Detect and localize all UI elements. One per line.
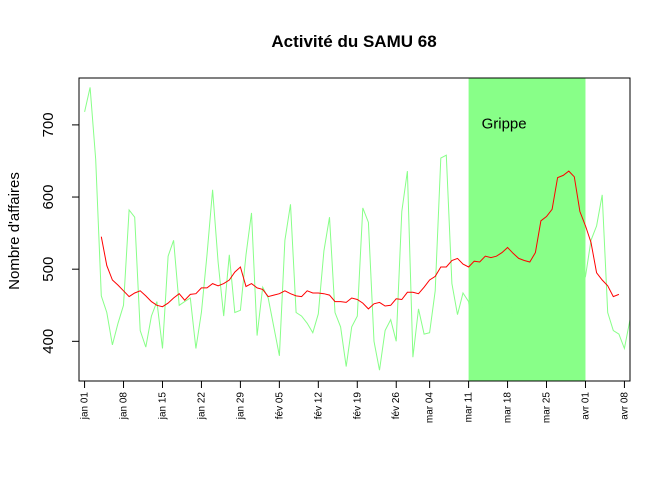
- daily-calls-line: [84, 87, 631, 371]
- grippe-period-band: [468, 78, 586, 381]
- y-tick-label: 700: [40, 112, 57, 137]
- x-axis: jan 01 jan 08 jan 15 jan 22 jan 29 fév 05 fév …: [80, 380, 630, 424]
- y-axis-label: Nombre d'affaires: [6, 172, 23, 290]
- x-tick-label: jan 29: [235, 392, 246, 421]
- y-tick-label: 600: [40, 185, 57, 210]
- x-tick-label: avr 01: [580, 392, 591, 420]
- x-tick-label: mar 18: [503, 392, 514, 424]
- x-tick-label: fév 05: [274, 392, 285, 420]
- x-tick-label: jan 15: [157, 392, 168, 421]
- chart-title: Activité du SAMU 68: [271, 32, 436, 51]
- moving-average-line: [100, 170, 620, 310]
- y-tick-label: 500: [40, 257, 57, 282]
- y-axis: 400 500 600 700: [40, 112, 80, 354]
- grippe-period-layer: [468, 78, 586, 381]
- grippe-annotation: Grippe: [482, 116, 527, 133]
- annotation-layer: Grippe: [482, 116, 527, 133]
- x-tick-label: mar 11: [464, 392, 475, 423]
- x-tick-label: fév 12: [313, 392, 324, 420]
- y-tick-label: 400: [40, 329, 57, 354]
- x-tick-label: mar 25: [542, 392, 553, 424]
- x-tick-label: avr 08: [619, 392, 630, 420]
- x-tick-label: fév 19: [352, 392, 363, 420]
- x-tick-label: jan 08: [119, 392, 130, 421]
- x-tick-label: jan 22: [196, 392, 207, 421]
- x-tick-label: jan 01: [80, 392, 91, 421]
- series-layer: [84, 87, 631, 371]
- x-tick-label: mar 04: [425, 392, 436, 424]
- x-tick-label: fév 26: [391, 392, 402, 420]
